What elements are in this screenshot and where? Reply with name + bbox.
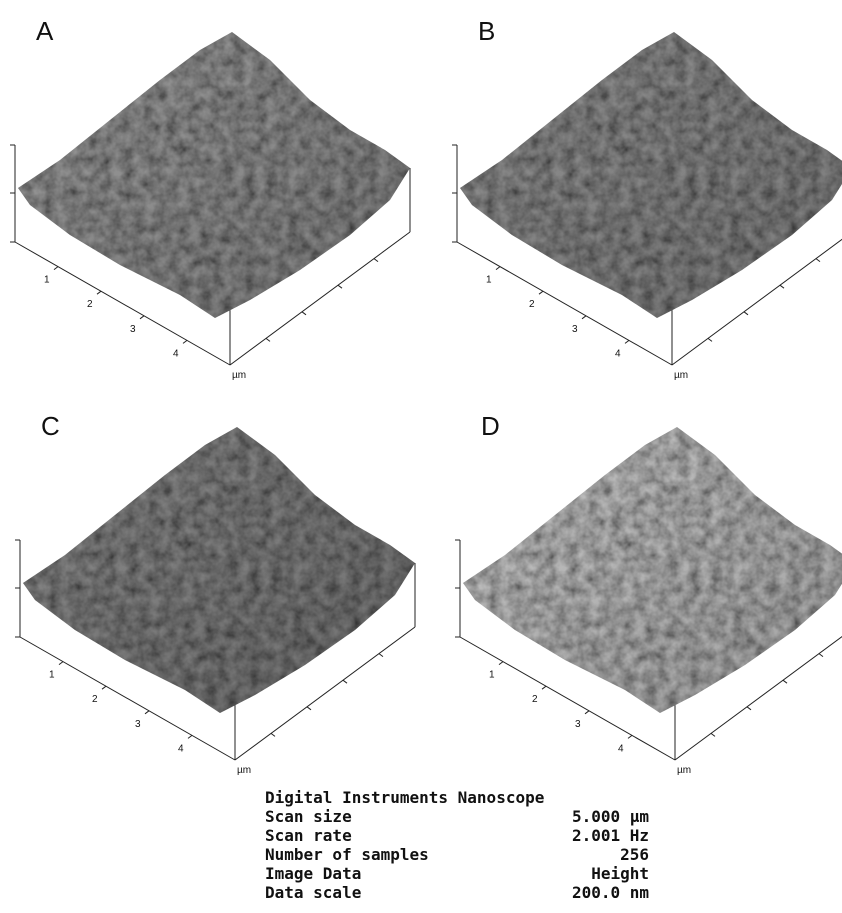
unit-label: µm xyxy=(677,765,691,776)
info-value: Height xyxy=(591,864,649,883)
info-row: Scan rate 2.001 Hz xyxy=(265,826,649,845)
axis-tick xyxy=(97,291,101,294)
axis-tick xyxy=(783,680,787,683)
axis-tick xyxy=(145,711,149,714)
panel-label: A xyxy=(36,16,54,46)
axis-tick xyxy=(816,259,820,262)
panel-label: D xyxy=(481,411,500,441)
figure: A 1 2 3 4 µm B 1 2 3 4 µm C 1 2 3 4 µm D 1 2 3 4 µm Digital Ins… xyxy=(0,0,842,913)
tick-label: 4 xyxy=(618,743,624,754)
axis-tick xyxy=(140,316,144,319)
info-row: Data scale 200.0 nm xyxy=(265,883,649,902)
panel-label: C xyxy=(41,411,60,441)
afm-panels: A 1 2 3 4 µm B 1 2 3 4 µm C 1 2 3 4 µm D 1 2 3 4 µm xyxy=(0,0,842,780)
info-row: Number of samples 256 xyxy=(265,845,649,864)
axis-tick xyxy=(708,338,712,341)
tick-label: 1 xyxy=(44,275,50,286)
tick-label: 1 xyxy=(49,670,55,681)
panel-label: B xyxy=(478,16,495,46)
unit-label: µm xyxy=(232,370,246,381)
surface xyxy=(463,427,842,713)
info-row: Scan size 5.000 µm xyxy=(265,807,649,826)
axis-tick xyxy=(496,267,500,270)
afm-panel: C 1 2 3 4 µm xyxy=(15,411,415,776)
unit-label: µm xyxy=(237,765,251,776)
axis-tick xyxy=(102,686,106,689)
tick-label: 2 xyxy=(529,299,535,310)
tick-label: 3 xyxy=(130,324,136,335)
axis-tick xyxy=(780,285,784,288)
afm-panel: B 1 2 3 4 µm xyxy=(452,16,842,381)
axis-tick xyxy=(271,733,275,736)
axis-tick xyxy=(747,707,751,710)
info-value: 256 xyxy=(620,845,649,864)
axis-tick xyxy=(744,312,748,315)
info-key: Scan rate xyxy=(265,826,352,845)
info-value: 2.001 Hz xyxy=(572,826,649,845)
axis-tick xyxy=(499,662,503,665)
axis-tick xyxy=(338,285,342,288)
tick-label: 2 xyxy=(532,694,538,705)
axis-tick xyxy=(266,338,270,341)
axis-tick xyxy=(628,735,632,738)
info-value: 200.0 nm xyxy=(572,883,649,902)
axis-tick xyxy=(183,340,187,343)
axis-tick xyxy=(188,735,192,738)
afm-panel: D 1 2 3 4 µm xyxy=(455,411,842,776)
tick-label: 2 xyxy=(92,694,98,705)
tick-label: 3 xyxy=(135,719,141,730)
info-key: Data scale xyxy=(265,883,361,902)
axis-tick xyxy=(539,291,543,294)
info-value: 5.000 µm xyxy=(572,807,649,826)
axis-tick xyxy=(542,686,546,689)
tick-label: 3 xyxy=(572,324,578,335)
surface xyxy=(460,32,842,318)
scan-info: Digital Instruments Nanoscope Scan size 5… xyxy=(265,788,655,902)
axis-tick xyxy=(54,267,58,270)
info-key: Number of samples xyxy=(265,845,429,864)
tick-label: 4 xyxy=(173,348,179,359)
afm-panel: A 1 2 3 4 µm xyxy=(10,16,410,381)
tick-label: 1 xyxy=(489,670,495,681)
tick-label: 2 xyxy=(87,299,93,310)
info-title: Digital Instruments Nanoscope xyxy=(265,788,655,807)
axis-tick xyxy=(819,654,823,657)
axis-tick xyxy=(307,707,311,710)
tick-label: 4 xyxy=(615,348,621,359)
tick-label: 1 xyxy=(486,275,492,286)
axis-tick xyxy=(582,316,586,319)
info-key: Scan size xyxy=(265,807,352,826)
tick-label: 3 xyxy=(575,719,581,730)
info-row: Image Data Height xyxy=(265,864,649,883)
axis-tick xyxy=(711,733,715,736)
axis-tick xyxy=(379,654,383,657)
axis-tick xyxy=(302,312,306,315)
axis-tick xyxy=(625,340,629,343)
info-key: Image Data xyxy=(265,864,361,883)
unit-label: µm xyxy=(674,370,688,381)
tick-label: 4 xyxy=(178,743,184,754)
axis-tick xyxy=(374,259,378,262)
axis-tick xyxy=(59,662,63,665)
axis-tick xyxy=(343,680,347,683)
axis-tick xyxy=(585,711,589,714)
